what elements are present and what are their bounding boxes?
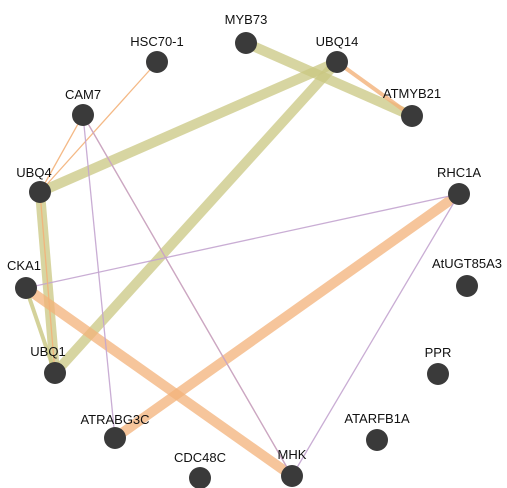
node-circle[interactable] (235, 32, 257, 54)
edge-rhc1a-mhk (291, 193, 460, 477)
node-label: UBQ4 (16, 165, 51, 180)
node-label: HSC70-1 (130, 34, 183, 49)
node-label: UBQ14 (316, 34, 359, 49)
edge-cam7-ubq4 (39, 114, 84, 193)
edge-cam7-mhk (82, 114, 293, 477)
node-label: CDC48C (174, 450, 226, 465)
node-circle[interactable] (326, 51, 348, 73)
node-circle[interactable] (401, 105, 423, 127)
node-label: MHK (278, 447, 307, 462)
edge-ubq4-ubq1 (39, 191, 56, 374)
node-circle[interactable] (146, 51, 168, 73)
edges-layer (23, 38, 462, 481)
edge-myb73-atmyb21 (243, 38, 415, 121)
node-rhc1a[interactable]: RHC1A (437, 165, 481, 205)
node-atarfb1a[interactable]: ATARFB1A (344, 411, 410, 451)
node-ubq14[interactable]: UBQ14 (316, 34, 359, 73)
node-circle[interactable] (104, 427, 126, 449)
node-circle[interactable] (427, 363, 449, 385)
nodes-layer: HSC70-1 MYB73 UBQ14 ATMYB21 CAM7 RHC1A UBQ4 AtU… (7, 12, 502, 488)
node-label: UBQ1 (30, 344, 65, 359)
node-circle[interactable] (72, 104, 94, 126)
node-cam7[interactable]: CAM7 (65, 87, 101, 126)
node-mhk[interactable]: MHK (278, 447, 307, 487)
node-label: AtUGT85A3 (432, 256, 502, 271)
node-label: PPR (425, 345, 452, 360)
node-circle[interactable] (189, 467, 211, 488)
node-circle[interactable] (44, 362, 66, 384)
edge-rhc1a-atrabg3c (112, 189, 462, 443)
edge-cka1-rhc1a (25, 193, 460, 289)
edge-cam7-atrabg3c (82, 114, 116, 439)
node-circle[interactable] (29, 181, 51, 203)
node-atmyb21[interactable]: ATMYB21 (383, 86, 441, 127)
node-cdc48c[interactable]: CDC48C (174, 450, 226, 488)
edge-ubq14-ubq1 (51, 58, 341, 377)
node-label: ATARFB1A (344, 411, 410, 426)
node-cka1[interactable]: CKA1 (7, 258, 41, 299)
node-label: ATMYB21 (383, 86, 441, 101)
node-circle[interactable] (448, 183, 470, 205)
node-hsc70-1[interactable]: HSC70-1 (130, 34, 184, 73)
node-circle[interactable] (366, 429, 388, 451)
node-label: CKA1 (7, 258, 41, 273)
node-atrabg3c[interactable]: ATRABG3C (80, 412, 150, 449)
edge-cka1-ubq1 (24, 287, 57, 374)
node-label: RHC1A (437, 165, 481, 180)
node-label: ATRABG3C (80, 412, 149, 427)
node-circle[interactable] (281, 465, 303, 487)
node-label: MYB73 (225, 12, 268, 27)
node-ppr[interactable]: PPR (425, 345, 452, 385)
node-label: CAM7 (65, 87, 101, 102)
node-myb73[interactable]: MYB73 (225, 12, 268, 54)
node-atugt85a3[interactable]: AtUGT85A3 (432, 256, 502, 297)
node-circle[interactable] (15, 277, 37, 299)
edge-ubq14-ubq4 (37, 57, 340, 197)
node-ubq4[interactable]: UBQ4 (16, 165, 52, 203)
edge-ubq14-atmyb21 (335, 60, 414, 118)
node-ubq1[interactable]: UBQ1 (30, 344, 66, 384)
node-circle[interactable] (456, 275, 478, 297)
edge-cka1-mhk (23, 283, 295, 481)
edge-hsc70-1-ubq4 (39, 61, 158, 193)
